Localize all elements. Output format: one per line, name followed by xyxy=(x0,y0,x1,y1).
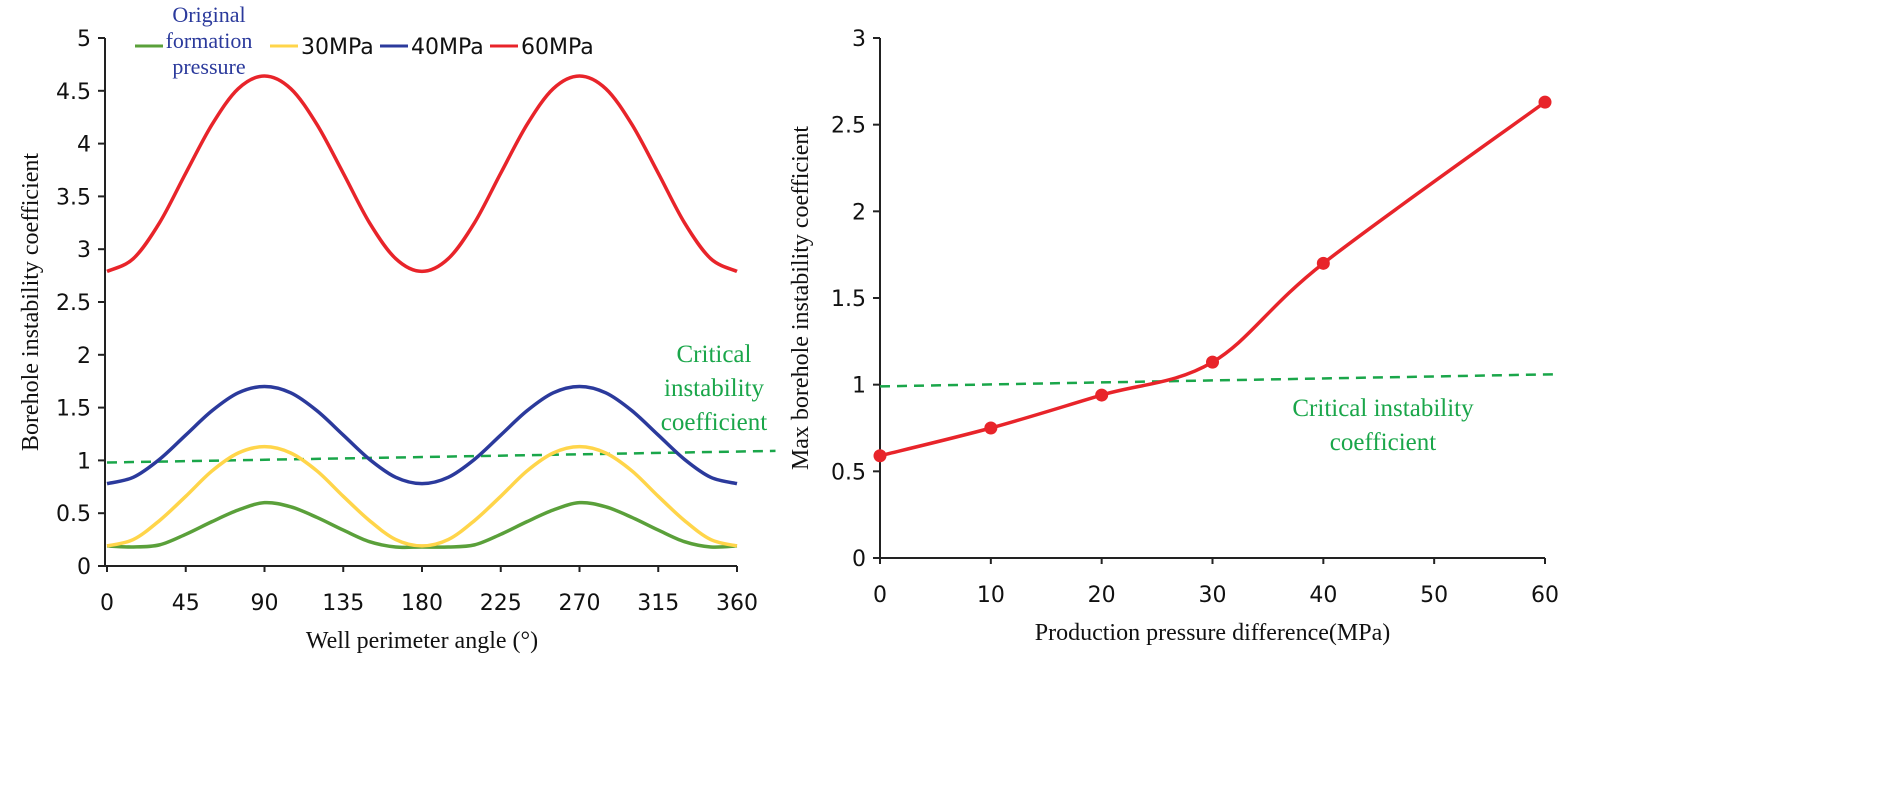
y-tick-label: 1.5 xyxy=(56,397,91,422)
y-tick-label: 3 xyxy=(77,238,91,263)
x-tick-label: 10 xyxy=(977,583,1005,608)
y-tick-label: 4.5 xyxy=(56,80,91,105)
data-point xyxy=(1316,256,1330,270)
y-axis-label: Borehole instability coefficient xyxy=(18,153,44,451)
x-axis-label: Well perimeter angle (°) xyxy=(306,628,538,654)
y-tick-label: 2 xyxy=(852,200,866,225)
series-line-3 xyxy=(106,74,738,274)
critical-label: coefficient xyxy=(661,409,767,436)
x-tick-label: 0 xyxy=(873,583,887,608)
critical-label: coefficient xyxy=(1330,429,1436,456)
x-tick-label: 270 xyxy=(559,591,601,616)
critical-label: Critical instability xyxy=(1292,395,1474,422)
y-tick-label: 0.5 xyxy=(56,502,91,527)
series-line-1 xyxy=(106,444,738,548)
y-tick-label: 5 xyxy=(77,27,91,52)
critical-instability-line xyxy=(879,373,1557,388)
y-tick-label: 0 xyxy=(77,555,91,580)
data-point xyxy=(1095,388,1109,402)
x-tick-label: 225 xyxy=(480,591,522,616)
x-tick-label: 20 xyxy=(1088,583,1116,608)
data-point xyxy=(984,421,998,435)
y-tick-label: 1 xyxy=(77,449,91,474)
legend-label: 30MPa xyxy=(301,35,374,60)
x-tick-label: 360 xyxy=(716,591,758,616)
y-tick-label: 2.5 xyxy=(56,291,91,316)
legend-label: 60MPa xyxy=(521,35,594,60)
y-tick-label: 3 xyxy=(852,27,866,52)
x-tick-label: 315 xyxy=(637,591,679,616)
critical-instability-line xyxy=(106,449,776,464)
critical-label: Critical xyxy=(677,341,752,368)
x-tick-label: 90 xyxy=(251,591,279,616)
x-tick-label: 45 xyxy=(172,591,200,616)
y-tick-label: 0 xyxy=(852,547,866,572)
x-tick-label: 40 xyxy=(1309,583,1337,608)
x-axis-label: Production pressure difference(MPa) xyxy=(1035,620,1390,646)
legend: Original formation pressure 30MPa 40MPa 60MPa xyxy=(135,2,594,79)
y-tick-label: 1.5 xyxy=(831,287,866,312)
y-tick-label: 1 xyxy=(852,374,866,399)
x-tick-label: 135 xyxy=(322,591,364,616)
x-tick-label: 0 xyxy=(100,591,114,616)
y-tick-label: 2.5 xyxy=(831,114,866,139)
y-tick-label: 4 xyxy=(77,133,91,158)
x-tick-label: 50 xyxy=(1420,583,1448,608)
y-axis-label: Max borehole instability coefficient xyxy=(788,126,814,470)
x-tick-label: 60 xyxy=(1531,583,1559,608)
x-tick-label: 30 xyxy=(1199,583,1227,608)
chart-1: 0 0.5 1 1.5 2 2.5 3 3.5 4 4.5 5 0 45 90 135 180 225 270 31… xyxy=(18,2,776,654)
x-tick-label: 180 xyxy=(401,591,443,616)
y-tick-label: 3.5 xyxy=(56,185,91,210)
data-point xyxy=(1206,355,1219,369)
data-point xyxy=(1538,95,1552,109)
y-tick-label: 2 xyxy=(77,344,91,369)
data-point xyxy=(873,449,887,463)
series-line-2 xyxy=(106,384,738,486)
y-tick-label: 0.5 xyxy=(831,460,866,485)
series-line-0 xyxy=(106,500,738,550)
critical-label: instability xyxy=(664,375,765,402)
legend-label: 40MPa xyxy=(411,35,484,60)
legend-label: Original formation pressure xyxy=(166,2,253,79)
